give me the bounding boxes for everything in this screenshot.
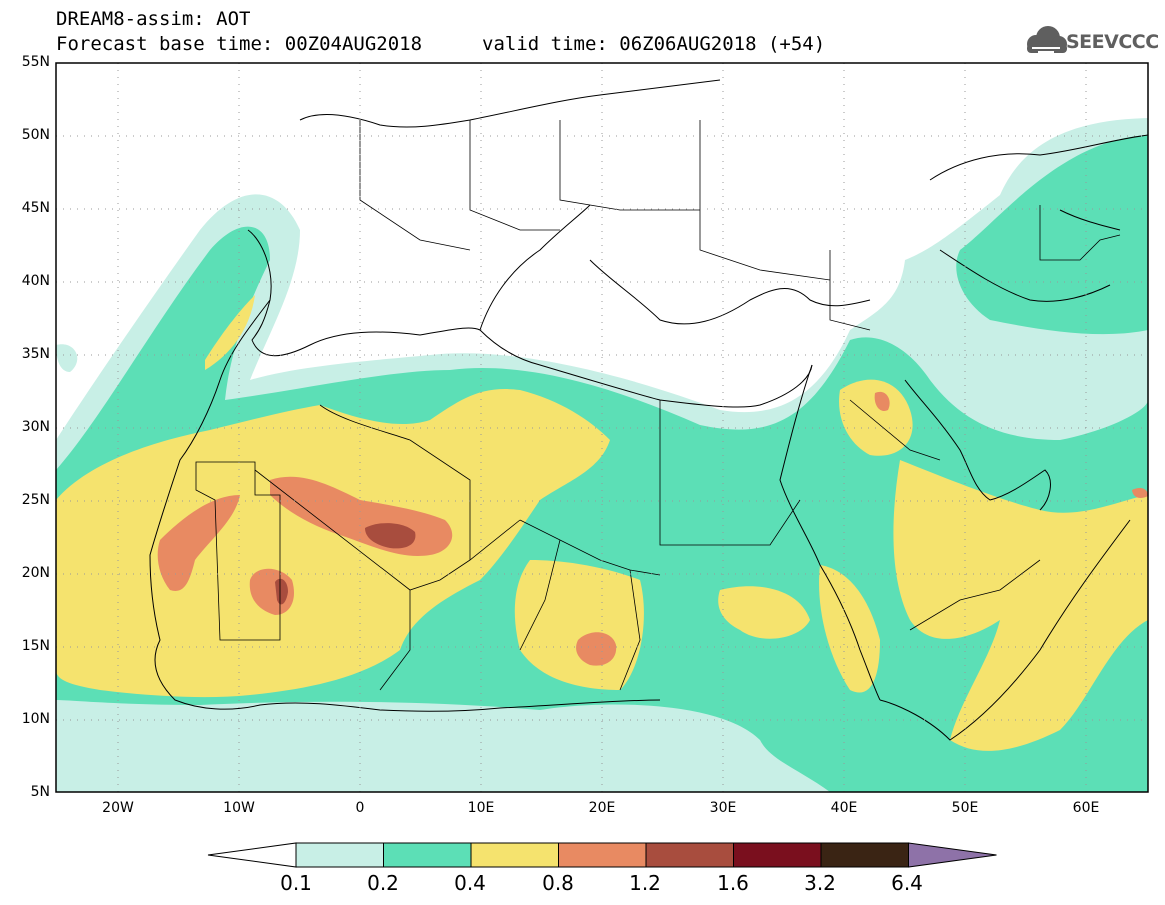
lon-label: 30E [709,800,737,816]
lon-label: 20E [588,800,616,816]
legend-label: 6.4 [891,871,923,895]
lat-label: 5N [30,784,50,800]
legend-label: 1.2 [629,871,661,895]
lon-label: 60E [1072,800,1100,816]
lon-label: 10E [467,800,495,816]
lat-label: 25N [21,492,50,508]
lat-label: 30N [21,419,50,435]
country-borders [195,120,1121,691]
legend-label: 0.1 [280,871,312,895]
logo-text: SEEVCCC [1066,31,1159,53]
lon-label: 0 [355,800,365,816]
lat-label: 55N [21,54,50,70]
forecast-base-time: Forecast base time: 00Z04AUG2018 [56,33,423,55]
graticule [56,63,1148,792]
seevccc-logo [1027,26,1067,53]
coastlines [149,79,1148,741]
legend-label: 1.6 [717,871,749,895]
lat-label: 50N [21,127,50,143]
lon-label: 40E [830,800,858,816]
lat-label: 10N [21,711,50,727]
lat-label: 20N [21,565,50,581]
legend-label: 0.2 [367,871,399,895]
legend-label: 0.4 [454,871,486,895]
legend-label: 0.8 [542,871,574,895]
lon-label: 20W [102,800,134,816]
lon-label: 10W [223,800,255,816]
lon-label: 50E [951,800,979,816]
aot-band-1.2 [275,523,416,605]
map-title: DREAM8-assim: AOT [56,8,251,30]
lat-label: 40N [21,273,50,289]
legend-label: 3.2 [804,871,836,895]
lat-label: 35N [21,346,50,362]
valid-time: valid time: 06Z06AUG2018 (+54) [482,33,826,55]
lat-label: 15N [21,638,50,654]
lat-label: 45N [21,200,50,216]
map-frame [55,62,1149,793]
